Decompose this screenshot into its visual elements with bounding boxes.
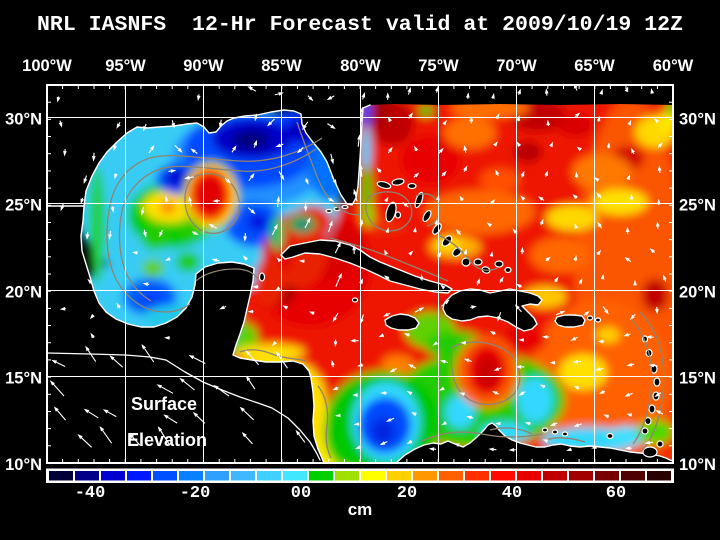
svg-text:10°N: 10°N <box>679 456 716 474</box>
svg-text:00: 00 <box>291 484 311 503</box>
svg-text:95°W: 95°W <box>105 57 146 75</box>
svg-text:80°W: 80°W <box>340 57 381 75</box>
svg-text:-40: -40 <box>75 484 106 503</box>
svg-text:90°W: 90°W <box>183 57 224 75</box>
svg-text:100°W: 100°W <box>22 57 72 75</box>
svg-text:70°W: 70°W <box>496 57 537 75</box>
svg-text:20°N: 20°N <box>679 284 716 302</box>
svg-text:10°N: 10°N <box>5 456 42 474</box>
svg-text:40: 40 <box>502 484 522 503</box>
svg-text:-20: -20 <box>180 484 211 503</box>
svg-text:15°N: 15°N <box>5 370 42 388</box>
svg-text:20°N: 20°N <box>5 284 42 302</box>
svg-text:30°N: 30°N <box>5 111 42 129</box>
svg-text:cm: cm <box>348 500 373 519</box>
svg-text:15°N: 15°N <box>679 370 716 388</box>
svg-text:25°N: 25°N <box>679 197 716 215</box>
svg-text:65°W: 65°W <box>574 57 615 75</box>
svg-text:60: 60 <box>606 484 626 503</box>
svg-text:25°N: 25°N <box>5 197 42 215</box>
svg-text:60°W: 60°W <box>653 57 694 75</box>
svg-text:Elevation: Elevation <box>127 430 207 450</box>
svg-text:85°W: 85°W <box>261 57 302 75</box>
svg-text:NRL IASNFS 12-Hr Forecast val: NRL IASNFS 12-Hr Forecast valid at 2009/… <box>37 13 683 37</box>
svg-text:30°N: 30°N <box>679 111 716 129</box>
svg-text:20: 20 <box>397 484 417 503</box>
svg-text:Surface: Surface <box>131 394 197 414</box>
svg-text:75°W: 75°W <box>418 57 459 75</box>
